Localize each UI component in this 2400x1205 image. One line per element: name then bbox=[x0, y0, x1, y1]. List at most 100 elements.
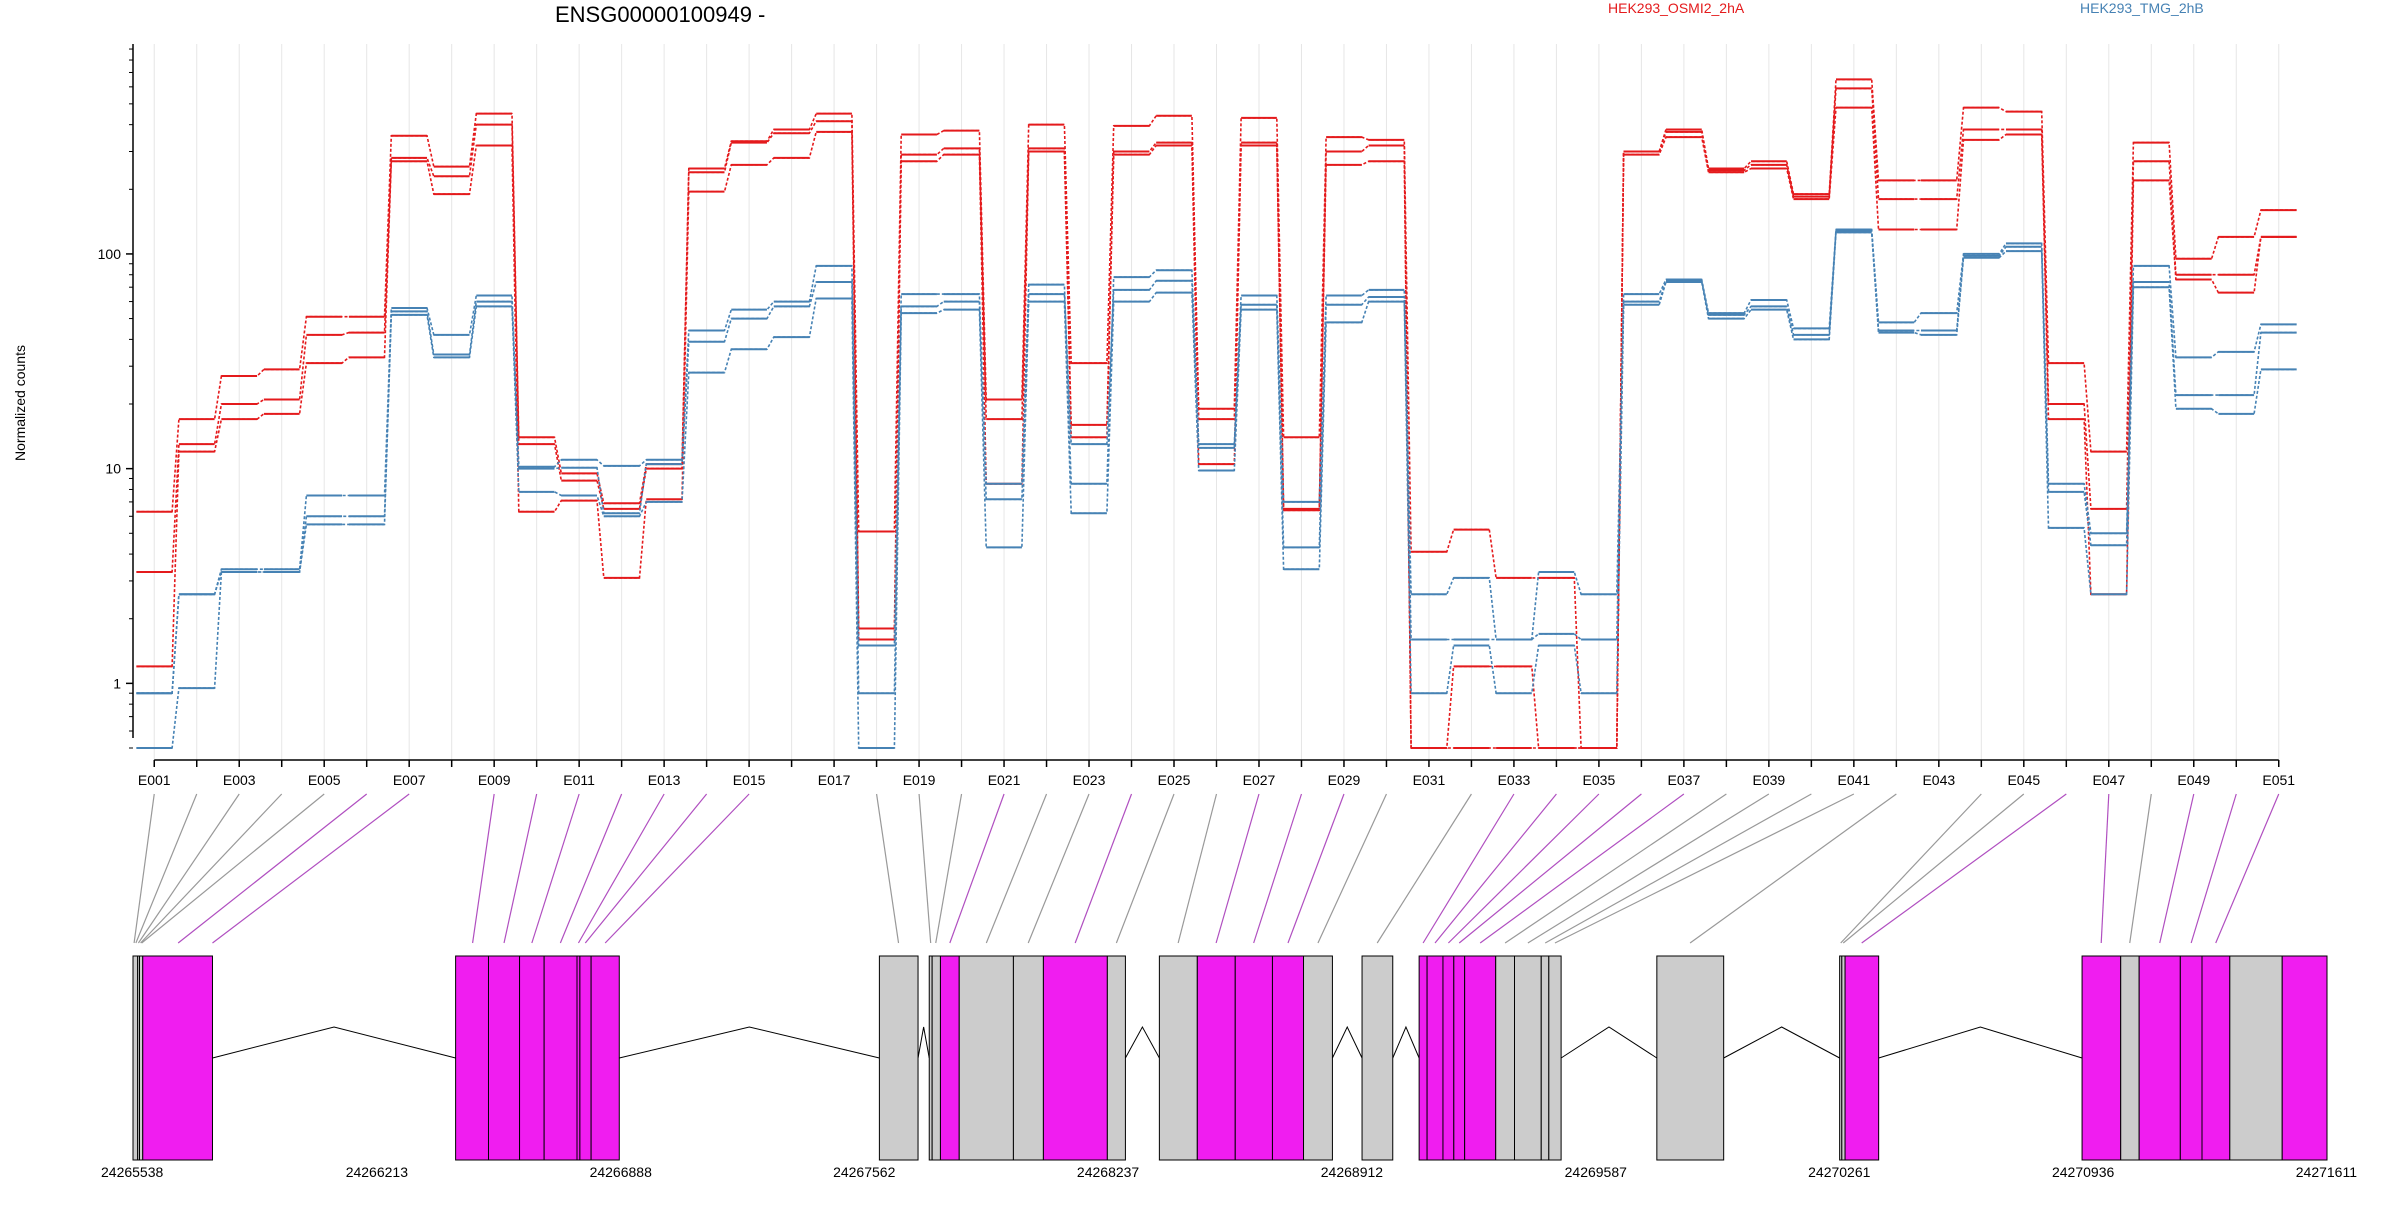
exon-connector-line bbox=[577, 793, 665, 944]
exon-connector-line bbox=[1840, 793, 1982, 944]
exon-connector-line bbox=[1215, 793, 1260, 944]
genomic-coordinate-label: 24267562 bbox=[833, 1164, 896, 1180]
genomic-coordinate-label: 24268912 bbox=[1321, 1164, 1384, 1180]
exon-connector-line bbox=[503, 793, 538, 944]
x-tick-label: E031 bbox=[1413, 772, 1446, 788]
exon-block-differential bbox=[2179, 955, 2203, 1161]
exon-connector-line bbox=[137, 793, 240, 944]
exon-connector-line bbox=[2129, 793, 2152, 944]
exon-connector-line bbox=[1527, 793, 1770, 944]
y-tick-label: 10 bbox=[105, 461, 121, 477]
x-tick-label: E003 bbox=[223, 772, 256, 788]
x-tick-label: E027 bbox=[1243, 772, 1276, 788]
exon-block bbox=[1495, 955, 1516, 1161]
x-tick-label: E015 bbox=[733, 772, 766, 788]
exon-connector-line bbox=[1434, 793, 1557, 944]
exon-connector-line bbox=[1422, 793, 1515, 944]
exon-connector-line bbox=[531, 793, 580, 944]
exon-connector-line bbox=[1317, 793, 1388, 944]
exon-connector-line bbox=[1027, 793, 1090, 944]
intron-line bbox=[1723, 1026, 1840, 1059]
x-tick-label: E043 bbox=[1922, 772, 1955, 788]
x-tick-label: E049 bbox=[2177, 772, 2210, 788]
exon-connector-line bbox=[1376, 793, 1472, 944]
exon-block-differential bbox=[590, 955, 620, 1161]
exon-connector-line bbox=[604, 793, 750, 944]
exon-connector-line bbox=[133, 793, 155, 944]
exon-block-differential bbox=[1196, 955, 1236, 1161]
exon-block-differential bbox=[1426, 955, 1444, 1161]
exon-block bbox=[1158, 955, 1198, 1161]
exon-connector-line bbox=[1253, 793, 1303, 944]
exon-connector-line bbox=[985, 793, 1048, 944]
exon-block-differential bbox=[1234, 955, 1273, 1161]
x-tick-label: E017 bbox=[818, 772, 851, 788]
exon-block-differential bbox=[579, 955, 592, 1161]
legend-entry-osmi2: HEK293_OSMI2_2hA bbox=[1608, 0, 1745, 16]
grid-layer bbox=[153, 44, 2280, 760]
exon-block-differential bbox=[1442, 955, 1455, 1161]
exon-block bbox=[931, 955, 941, 1161]
x-tick-label: E037 bbox=[1668, 772, 1701, 788]
y-tick-label: 100 bbox=[98, 246, 122, 262]
x-tick-label: E047 bbox=[2092, 772, 2125, 788]
x-tick-label: E025 bbox=[1158, 772, 1191, 788]
exon-block bbox=[1303, 955, 1333, 1161]
exon-block-differential bbox=[1844, 955, 1880, 1161]
x-tick-label: E019 bbox=[903, 772, 936, 788]
exon-connector-line bbox=[135, 793, 198, 944]
exon-connector-line bbox=[1287, 793, 1345, 944]
exon-connector-line bbox=[140, 793, 283, 944]
exon-block bbox=[1361, 955, 1394, 1161]
exon-connector-line bbox=[918, 793, 932, 944]
gene-title: ENSG00000100949 - bbox=[555, 2, 766, 27]
intron-line bbox=[619, 1026, 880, 1059]
x-tick-label: E033 bbox=[1498, 772, 1531, 788]
exon-connector-line bbox=[1861, 793, 2067, 944]
exon-connector-line bbox=[212, 793, 410, 944]
exon-block bbox=[1012, 955, 1044, 1161]
x-tick-label: E005 bbox=[308, 772, 341, 788]
intron-line bbox=[1560, 1026, 1658, 1059]
y-tick-label: 1 bbox=[113, 675, 121, 691]
exon-connector-line bbox=[177, 793, 368, 944]
exon-block-differential bbox=[519, 955, 545, 1161]
exon-block-differential bbox=[1418, 955, 1428, 1161]
genomic-coordinate-label: 24266888 bbox=[590, 1164, 653, 1180]
exon-connector-line bbox=[1115, 793, 1175, 944]
exon-connector-line bbox=[141, 793, 325, 944]
exon-connector-line bbox=[559, 793, 623, 944]
exon-block-differential bbox=[455, 955, 489, 1161]
genomic-coordinate-label: 24269587 bbox=[1565, 1164, 1628, 1180]
x-tick-label: E045 bbox=[2007, 772, 2040, 788]
x-tick-label: E013 bbox=[648, 772, 681, 788]
exon-block bbox=[2229, 955, 2283, 1161]
exon-connector-line bbox=[1842, 793, 2025, 944]
exon-connector-line bbox=[1458, 793, 1642, 944]
exon-connector-line bbox=[1479, 793, 1685, 944]
exon-connector-line bbox=[2190, 793, 2237, 944]
intron-line bbox=[1878, 1026, 2083, 1059]
exon-connector-line bbox=[2159, 793, 2195, 944]
exon-connector-line bbox=[2100, 793, 2110, 944]
intron-line bbox=[917, 1026, 930, 1059]
exon-block bbox=[958, 955, 1014, 1161]
exon-block-differential bbox=[2138, 955, 2181, 1161]
exon-connector-line bbox=[584, 793, 708, 944]
exon-block bbox=[1540, 955, 1550, 1161]
x-tick-label: E039 bbox=[1753, 772, 1786, 788]
intron-line bbox=[212, 1026, 456, 1059]
exon-block-differential bbox=[2281, 955, 2328, 1161]
exon-connector-line bbox=[1447, 793, 1600, 944]
y-axis-label: Normalized counts bbox=[12, 345, 28, 461]
genomic-coordinate-label: 24271611 bbox=[2296, 1164, 2357, 1180]
intron-line bbox=[1124, 1025, 1160, 1059]
exon-block-differential bbox=[142, 955, 213, 1161]
exon-block-differential bbox=[2081, 955, 2122, 1161]
x-tick-label: E023 bbox=[1073, 772, 1106, 788]
exon-block-differential bbox=[1042, 955, 1108, 1161]
genomic-coordinate-label: 24266213 bbox=[346, 1164, 409, 1180]
exon-block-differential bbox=[487, 955, 521, 1161]
exon-block-differential bbox=[1271, 955, 1305, 1161]
